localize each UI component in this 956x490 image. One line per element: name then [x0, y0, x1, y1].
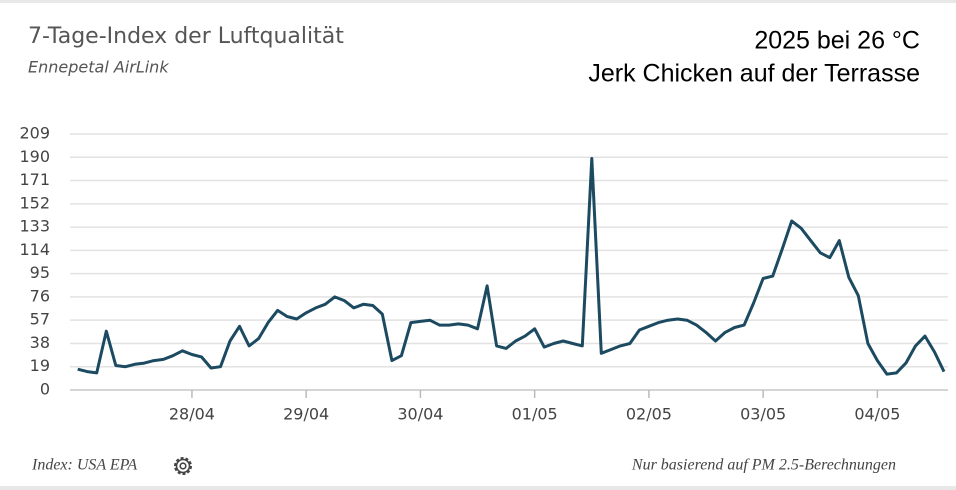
y-tick-label: 171: [19, 170, 50, 189]
y-tick-label: 38: [30, 333, 50, 352]
x-tick-label: 03/05: [740, 405, 786, 424]
y-tick-label: 190: [19, 147, 50, 166]
y-tick-label: 133: [19, 217, 50, 236]
top-border: [0, 0, 956, 3]
bottom-border: [0, 486, 956, 490]
y-tick-label: 114: [19, 240, 50, 259]
x-tick-label: 01/05: [512, 405, 558, 424]
annotation: 2025 bei 26 °C: [754, 27, 920, 55]
x-tick-label: 28/04: [169, 405, 215, 424]
y-tick-label: 57: [30, 310, 50, 329]
plot: 0 19 38 57 76 95 114 133 152 171 190 209 28/04 29/04 3…: [19, 124, 948, 424]
y-tick-label: 76: [30, 286, 50, 305]
y-tick-label: 19: [30, 356, 50, 375]
y-tick-label: 209: [19, 124, 50, 143]
y-tick-label: 152: [19, 193, 50, 212]
chart-title: 7-Tage-Index der Luftqualität: [28, 24, 344, 49]
footer-right: Nur basierend auf PM 2.5-Berechnungen: [631, 457, 896, 474]
y-tick-label: 95: [30, 263, 50, 282]
data-line: [77, 157, 946, 376]
x-tick-label: 02/05: [626, 405, 672, 424]
x-tick-label: 29/04: [283, 405, 329, 424]
y-tick-label: 0: [40, 380, 50, 399]
settings-icon[interactable]: [174, 457, 192, 475]
x-tick-label: 04/05: [854, 405, 900, 424]
chart-subtitle: Ennepetal AirLink: [28, 58, 169, 77]
annotation: Jerk Chicken auf der Terrasse: [588, 60, 920, 88]
footer-left: Index: USA EPA: [31, 457, 137, 474]
x-tick-label: 30/04: [397, 405, 443, 424]
